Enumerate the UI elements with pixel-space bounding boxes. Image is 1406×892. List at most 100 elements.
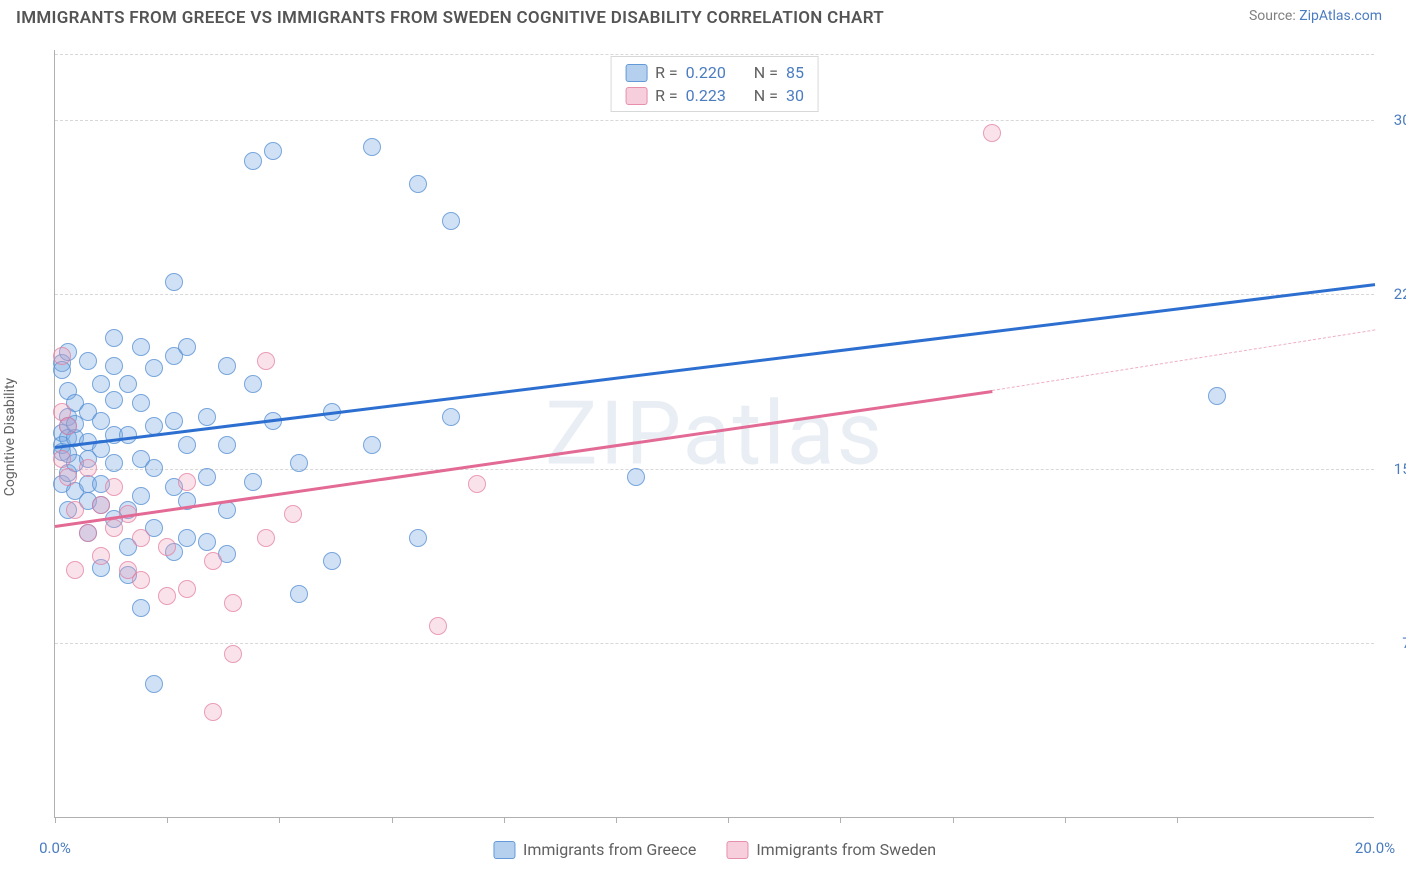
data-point	[257, 529, 275, 547]
data-point	[290, 585, 308, 603]
series-legend: Immigrants from Greece Immigrants from Sw…	[493, 840, 936, 859]
chart-title: IMMIGRANTS FROM GREECE VS IMMIGRANTS FRO…	[16, 8, 884, 28]
data-point	[257, 352, 275, 370]
data-point	[198, 408, 216, 426]
data-point	[132, 487, 150, 505]
x-tick	[728, 817, 729, 823]
legend-swatch	[625, 64, 647, 82]
data-point	[92, 496, 110, 514]
data-point	[224, 645, 242, 663]
y-tick-label: 7.5%	[1402, 634, 1406, 652]
data-point	[363, 138, 381, 156]
data-point	[627, 468, 645, 486]
x-tick	[504, 817, 505, 823]
data-point	[105, 478, 123, 496]
legend-label: Immigrants from Sweden	[756, 840, 936, 859]
data-point	[132, 394, 150, 412]
gridline	[55, 294, 1374, 295]
data-point	[132, 529, 150, 547]
gridline	[55, 469, 1374, 470]
trend-line	[55, 283, 1375, 449]
data-point	[158, 538, 176, 556]
data-point	[224, 594, 242, 612]
data-point	[105, 519, 123, 537]
data-point	[105, 454, 123, 472]
data-point	[79, 524, 97, 542]
data-point	[178, 473, 196, 491]
y-axis-label: Cognitive Disability	[2, 378, 18, 496]
x-tick	[392, 817, 393, 823]
x-tick	[1065, 817, 1066, 823]
x-tick	[840, 817, 841, 823]
data-point	[178, 436, 196, 454]
data-point	[165, 412, 183, 430]
legend-swatch	[493, 841, 515, 859]
data-point	[165, 273, 183, 291]
trend-line	[55, 390, 993, 528]
data-point	[158, 587, 176, 605]
data-point	[323, 552, 341, 570]
data-point	[132, 599, 150, 617]
stats-legend-row: R = 0.223 N = 30	[625, 84, 804, 107]
data-point	[92, 375, 110, 393]
x-tick	[167, 817, 168, 823]
data-point	[59, 468, 77, 486]
stats-legend-row: R = 0.220 N = 85	[625, 61, 804, 84]
data-point	[145, 675, 163, 693]
data-point	[178, 338, 196, 356]
source-link[interactable]: ZipAtlas.com	[1299, 8, 1382, 24]
x-tick	[953, 817, 954, 823]
legend-swatch	[625, 87, 647, 105]
legend-label: Immigrants from Greece	[523, 840, 696, 859]
data-point	[145, 459, 163, 477]
data-point	[79, 352, 97, 370]
data-point	[442, 212, 460, 230]
x-tick	[279, 817, 280, 823]
x-tick-label: 0.0%	[39, 839, 71, 857]
data-point	[244, 375, 262, 393]
legend-item: Immigrants from Greece	[493, 840, 696, 859]
data-point	[409, 175, 427, 193]
data-point	[290, 454, 308, 472]
data-point	[198, 533, 216, 551]
data-point	[66, 501, 84, 519]
legend-swatch	[726, 841, 748, 859]
data-point	[53, 347, 71, 365]
data-point	[468, 475, 486, 493]
data-point	[218, 357, 236, 375]
data-point	[145, 359, 163, 377]
data-point	[264, 142, 282, 160]
data-point	[105, 391, 123, 409]
gridline	[55, 120, 1374, 121]
y-tick-label: 15.0%	[1394, 460, 1406, 478]
data-point	[244, 473, 262, 491]
data-point	[442, 408, 460, 426]
data-point	[53, 450, 71, 468]
data-point	[218, 436, 236, 454]
data-point	[409, 529, 427, 547]
data-point	[178, 529, 196, 547]
data-point	[59, 417, 77, 435]
stats-legend: R = 0.220 N = 85 R = 0.223 N = 30	[610, 56, 819, 112]
chart-container: Cognitive Disability ZIPatlas R = 0.220 …	[16, 42, 1390, 832]
plot-area: ZIPatlas R = 0.220 N = 85 R = 0.223 N = …	[54, 50, 1374, 818]
data-point	[132, 571, 150, 589]
source-label: Source: ZipAtlas.com	[1249, 8, 1382, 24]
data-point	[284, 505, 302, 523]
trend-line	[992, 329, 1375, 390]
data-point	[363, 436, 381, 454]
data-point	[66, 561, 84, 579]
x-tick-label: 20.0%	[1355, 839, 1395, 857]
gridline	[55, 54, 1374, 55]
x-tick	[616, 817, 617, 823]
data-point	[204, 703, 222, 721]
y-tick-label: 22.5%	[1394, 285, 1406, 303]
gridline	[55, 643, 1374, 644]
data-point	[92, 547, 110, 565]
data-point	[132, 338, 150, 356]
data-point	[105, 357, 123, 375]
data-point	[105, 329, 123, 347]
y-tick-label: 30.0%	[1394, 111, 1406, 129]
data-point	[204, 552, 222, 570]
data-point	[79, 459, 97, 477]
